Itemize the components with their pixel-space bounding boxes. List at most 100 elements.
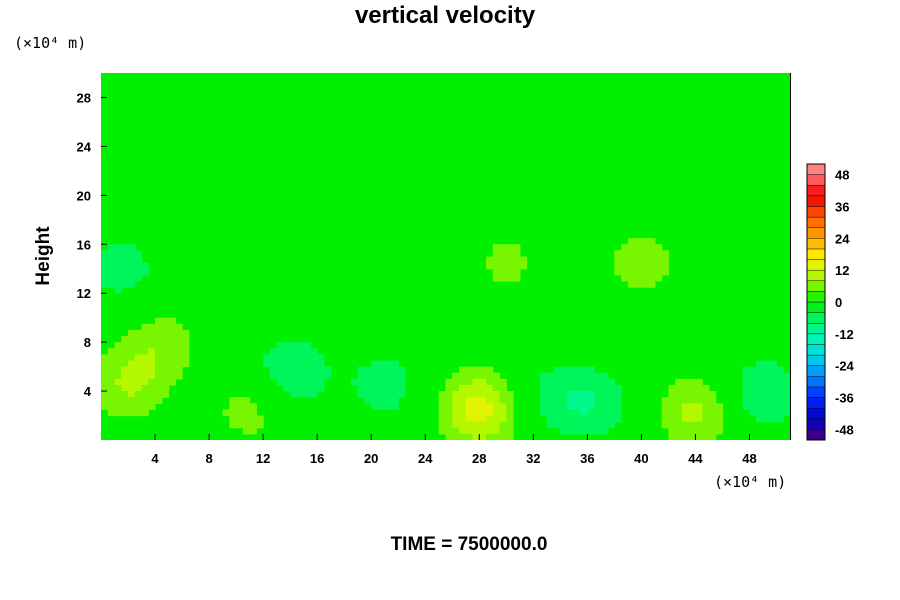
heatmap-cell — [121, 360, 129, 368]
heatmap-cell — [452, 433, 460, 440]
heatmap-cell — [749, 378, 757, 386]
heatmap-cell — [695, 433, 703, 440]
heatmap-cell — [168, 348, 176, 355]
heatmap-cell — [486, 378, 494, 386]
heatmap-cell — [310, 360, 318, 368]
heatmap-cell — [607, 421, 615, 429]
heatmap-cell — [762, 378, 771, 386]
heatmap-cell — [614, 391, 622, 398]
heatmap-cell — [121, 262, 129, 270]
heatmap-cell — [249, 427, 257, 435]
heatmap-cell — [290, 378, 298, 386]
heatmap-cell — [107, 244, 116, 251]
heatmap-cell — [276, 378, 284, 386]
colorbar-segment — [806, 376, 826, 388]
heatmap-cell — [168, 323, 176, 331]
heatmap-cell — [600, 397, 609, 404]
heatmap-cell — [472, 366, 480, 374]
heatmap-cell — [708, 415, 717, 423]
heatmap-cell — [101, 378, 109, 386]
heatmap-cell — [776, 391, 784, 398]
heatmap-cell — [391, 360, 399, 368]
heatmap-cell — [688, 427, 697, 435]
heatmap-cell — [702, 421, 710, 429]
heatmap-cell — [121, 244, 129, 251]
x-axis-ticks: 4 8 12 16 20 24 28 32 36 40 44 48 — [151, 434, 757, 466]
heatmap-cell — [580, 421, 588, 429]
heatmap-cell — [465, 427, 474, 435]
heatmap-cell — [506, 403, 514, 411]
heatmap-cell — [769, 409, 778, 417]
heatmap-cell — [567, 397, 575, 404]
heatmap-cell — [445, 403, 453, 411]
heatmap-cell — [614, 409, 622, 417]
heatmap-cell — [452, 415, 460, 423]
heatmap-cell — [668, 384, 676, 392]
heatmap-cell — [486, 384, 494, 392]
heatmap-cell — [567, 378, 575, 386]
heatmap-cell — [128, 403, 136, 411]
y-tick-label: 20 — [77, 188, 91, 203]
heatmap-cell — [317, 372, 325, 380]
heatmap-cell — [492, 250, 501, 258]
heatmap-cell — [283, 360, 291, 368]
heatmap-cell — [384, 403, 393, 411]
heatmap-cell — [492, 427, 501, 435]
heatmap-cell — [465, 415, 474, 423]
heatmap-cell — [249, 409, 257, 417]
heatmap-cell — [168, 329, 176, 337]
heatmap-cell — [141, 336, 149, 343]
heatmap-cell — [540, 409, 548, 417]
heatmap-cell — [506, 274, 514, 282]
heatmap-cell — [121, 268, 129, 276]
heatmap-cell — [229, 421, 237, 429]
heatmap-cell — [391, 378, 399, 386]
heatmap-cell — [175, 354, 183, 362]
heatmap-cell — [702, 384, 710, 392]
y-tick-label: 16 — [77, 237, 91, 252]
heatmap-cell — [519, 262, 528, 270]
x-tick-label: 40 — [634, 451, 648, 466]
heatmap-cell — [580, 415, 588, 423]
heatmap-cell — [513, 262, 521, 270]
heatmap-cell — [688, 403, 697, 411]
heatmap-cell — [688, 415, 697, 423]
heatmap-cell — [161, 329, 170, 337]
heatmap-cell — [141, 342, 149, 349]
heatmap-cell — [114, 354, 122, 362]
heatmap-cell — [492, 256, 501, 264]
heatmap-cell — [276, 342, 284, 349]
heatmap-cell — [567, 391, 575, 398]
heatmap-cell — [141, 354, 149, 362]
heatmap-cell — [648, 256, 656, 264]
heatmap-cell — [499, 268, 507, 276]
heatmap-cell — [587, 391, 595, 398]
heatmap-cell — [296, 384, 305, 392]
heatmap-cell — [567, 427, 575, 435]
heatmap-cell — [492, 268, 501, 276]
heatmap-cell — [229, 409, 237, 417]
colorbar-segment — [806, 269, 826, 281]
heatmap-cell — [749, 391, 757, 398]
heatmap-cell — [546, 391, 555, 398]
heatmap-cell — [546, 384, 555, 392]
colorbar-segment — [806, 429, 826, 441]
heatmap-cell — [756, 409, 764, 417]
heatmap-cell — [641, 250, 649, 258]
heatmap-cell — [715, 427, 724, 435]
heatmap-cell — [648, 280, 656, 288]
heatmap-cell — [134, 409, 143, 417]
heatmap-cell — [783, 403, 790, 411]
heatmap-cell — [654, 274, 663, 282]
heatmap-cell — [519, 256, 528, 264]
heatmap-cell — [175, 329, 183, 337]
heatmap-cell — [695, 403, 703, 411]
heatmap-cell — [769, 372, 778, 380]
chart-title: vertical velocity — [355, 2, 536, 29]
heatmap-cell — [614, 250, 622, 258]
heatmap-cell — [121, 336, 129, 343]
colorbar-segment — [806, 195, 826, 207]
heatmap-cell — [749, 366, 757, 374]
heatmap-cell — [567, 366, 575, 374]
heatmap-cell — [681, 403, 690, 411]
